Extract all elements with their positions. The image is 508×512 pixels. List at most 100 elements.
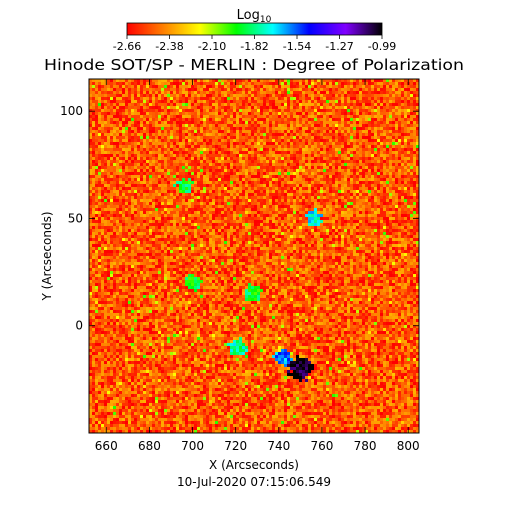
heatmap-cell: [254, 148, 257, 151]
heatmap-cell: [308, 175, 311, 178]
heatmap-cell: [179, 208, 182, 211]
heatmap-cell: [227, 82, 230, 85]
heatmap-cell: [377, 112, 380, 115]
heatmap-cell: [158, 133, 161, 136]
heatmap-cell: [407, 160, 410, 163]
heatmap-cell: [299, 205, 302, 208]
heatmap-cell: [200, 211, 203, 214]
heatmap-cell: [311, 187, 314, 190]
heatmap-cell: [410, 196, 413, 199]
heatmap-cell: [251, 106, 254, 109]
heatmap-cell: [134, 112, 137, 115]
heatmap-cell: [263, 91, 266, 94]
heatmap-cell: [383, 172, 386, 175]
heatmap-cell: [254, 142, 257, 145]
heatmap-cell: [344, 184, 347, 187]
heatmap-cell: [212, 145, 215, 148]
heatmap-cell: [260, 187, 263, 190]
heatmap-cell: [284, 145, 287, 148]
heatmap-cell: [287, 79, 290, 82]
heatmap-cell: [266, 100, 269, 103]
heatmap-cell: [401, 193, 404, 196]
heatmap-cell: [158, 106, 161, 109]
heatmap-cell: [134, 94, 137, 97]
heatmap-cell: [353, 166, 356, 169]
heatmap-cell: [284, 133, 287, 136]
heatmap-cell: [368, 88, 371, 91]
heatmap-cell: [356, 151, 359, 154]
heatmap-cell: [275, 154, 278, 157]
heatmap-cell: [332, 133, 335, 136]
heatmap-cell: [347, 184, 350, 187]
heatmap-cell: [185, 187, 188, 190]
heatmap-cell: [137, 148, 140, 151]
heatmap-cell: [395, 106, 398, 109]
heatmap-cell: [341, 124, 344, 127]
heatmap-cell: [353, 118, 356, 121]
heatmap-cell: [161, 187, 164, 190]
heatmap-cell: [215, 145, 218, 148]
heatmap-cell: [323, 154, 326, 157]
heatmap-cell: [197, 103, 200, 106]
heatmap-cell: [410, 109, 413, 112]
heatmap-cell: [197, 115, 200, 118]
heatmap-cell: [170, 106, 173, 109]
heatmap-cell: [302, 82, 305, 85]
heatmap-cell: [119, 169, 122, 172]
heatmap-cell: [281, 106, 284, 109]
heatmap-cell: [101, 208, 104, 211]
heatmap-cell: [272, 124, 275, 127]
heatmap-cell: [149, 169, 152, 172]
heatmap-cell: [209, 166, 212, 169]
heatmap-cell: [296, 91, 299, 94]
heatmap-cell: [266, 193, 269, 196]
heatmap-cell: [275, 166, 278, 169]
heatmap-cell: [239, 148, 242, 151]
heatmap-cell: [284, 118, 287, 121]
heatmap-cell: [341, 79, 344, 82]
heatmap-cell: [227, 205, 230, 208]
heatmap-cell: [92, 142, 95, 145]
heatmap-cell: [200, 133, 203, 136]
heatmap-cell: [137, 127, 140, 130]
heatmap-cell: [341, 187, 344, 190]
heatmap-cell: [299, 136, 302, 139]
heatmap-cell: [107, 97, 110, 100]
heatmap-cell: [287, 115, 290, 118]
heatmap-cell: [170, 187, 173, 190]
heatmap-cell: [218, 208, 221, 211]
heatmap-cell: [266, 199, 269, 202]
heatmap-cell: [194, 121, 197, 124]
heatmap-cell: [416, 205, 419, 208]
heatmap-cell: [296, 85, 299, 88]
heatmap-cell: [98, 109, 101, 112]
heatmap-cell: [350, 127, 353, 130]
heatmap-cell: [254, 196, 257, 199]
heatmap-cell: [263, 85, 266, 88]
heatmap-cell: [119, 115, 122, 118]
heatmap-cell: [179, 136, 182, 139]
heatmap-cell: [170, 196, 173, 199]
heatmap-cell: [311, 169, 314, 172]
heatmap-cell: [398, 82, 401, 85]
heatmap-cell: [173, 211, 176, 214]
heatmap-cell: [272, 205, 275, 208]
heatmap-cell: [338, 127, 341, 130]
heatmap-cell: [287, 124, 290, 127]
heatmap-cell: [305, 85, 308, 88]
heatmap-cell: [146, 118, 149, 121]
heatmap-cell: [146, 103, 149, 106]
heatmap-cell: [203, 190, 206, 193]
heatmap-cell: [104, 103, 107, 106]
heatmap-cell: [356, 178, 359, 181]
heatmap-cell: [137, 112, 140, 115]
heatmap-cell: [191, 91, 194, 94]
heatmap-cell: [287, 109, 290, 112]
heatmap-cell: [218, 124, 221, 127]
heatmap-cell: [383, 187, 386, 190]
heatmap-cell: [326, 79, 329, 82]
heatmap-cell: [260, 124, 263, 127]
heatmap-cell: [194, 82, 197, 85]
heatmap-cell: [347, 127, 350, 130]
heatmap-cell: [176, 124, 179, 127]
